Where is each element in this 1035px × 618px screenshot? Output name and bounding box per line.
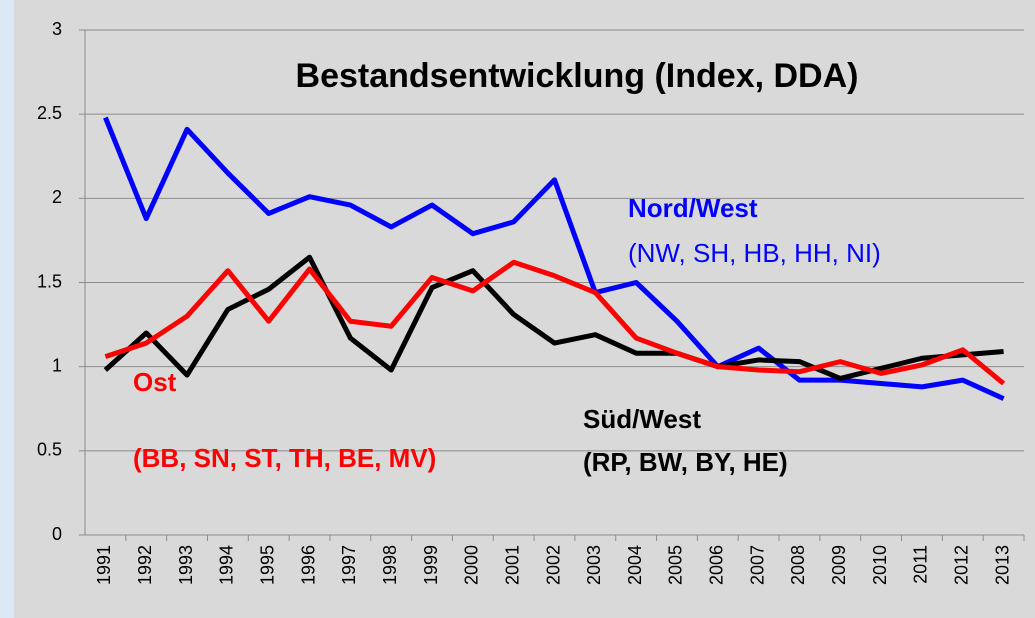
y-tick-label: 1.5	[37, 271, 62, 291]
x-tick-label: 1999	[421, 545, 441, 585]
x-tick-label: 2007	[747, 545, 767, 585]
series-line	[103, 116, 1005, 401]
x-tick-label: 2002	[543, 545, 563, 585]
x-tick-label: 1993	[176, 545, 196, 585]
x-tick-label: 2013	[992, 545, 1012, 585]
x-tick-label: 2000	[462, 545, 482, 585]
x-tick-label: 2010	[870, 545, 890, 585]
y-tick-label: 0.5	[37, 440, 62, 460]
x-tick-label: 1992	[135, 545, 155, 585]
x-tick-label: 1996	[298, 545, 318, 585]
y-tick-label: 2	[52, 187, 62, 207]
x-tick-label: 2003	[584, 545, 604, 585]
annotation: (NW, SH, HB, HH, NI)	[628, 238, 881, 268]
x-tick-label: 2004	[625, 545, 645, 585]
x-tick-label: 1994	[217, 545, 237, 585]
series-label: Ost	[133, 367, 177, 397]
y-tick-label: 1	[52, 355, 62, 375]
y-tick-label: 3	[52, 19, 62, 39]
series-line	[104, 259, 1006, 386]
series-line	[103, 254, 1004, 381]
x-tick-label: 2001	[502, 545, 522, 585]
series-label: Nord/West	[628, 193, 758, 223]
y-tick-label: 0	[52, 524, 62, 544]
x-tick-label: 2009	[829, 545, 849, 585]
annotation: (RP, BW, BY, HE)	[583, 447, 788, 477]
x-tick-label: 2005	[666, 545, 686, 585]
series-label: Süd/West	[583, 404, 701, 434]
x-tick-label: 2011	[911, 545, 931, 584]
x-tick-label: 1998	[380, 545, 400, 585]
annotation: (BB, SN, ST, TH, BE, MV)	[133, 443, 436, 473]
side-strip	[0, 0, 14, 618]
chart-title: Bestandsentwicklung (Index, DDA)	[296, 57, 859, 95]
x-tick-label: 2012	[952, 545, 972, 585]
x-tick-label: 2008	[788, 545, 808, 585]
x-tick-label: 1995	[257, 545, 277, 585]
x-tick-label: 1997	[339, 545, 359, 585]
x-tick-label: 2006	[707, 545, 727, 585]
x-tick-label: 1991	[94, 545, 114, 585]
y-tick-label: 2.5	[37, 103, 62, 123]
